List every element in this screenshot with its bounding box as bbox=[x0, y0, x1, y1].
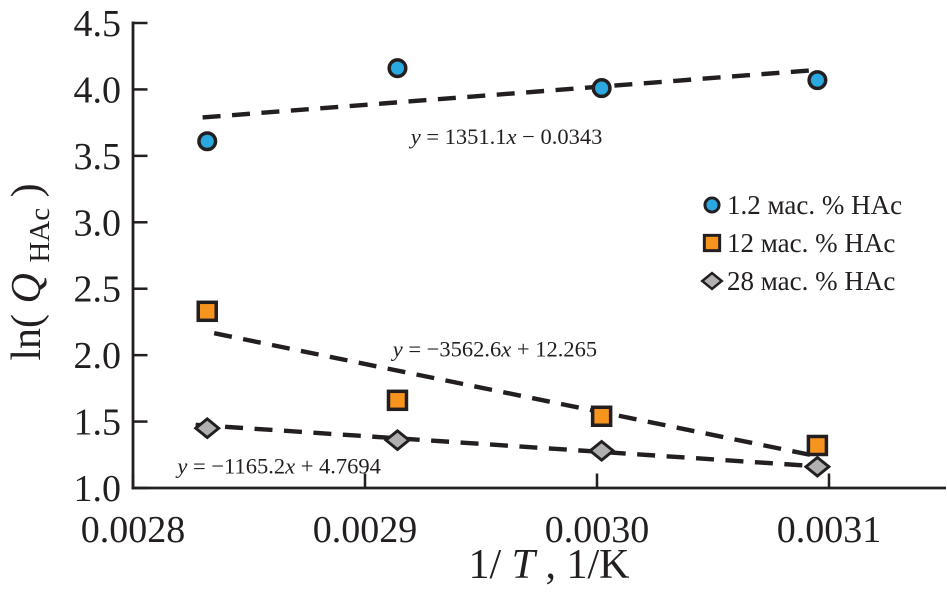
data-point-diamond bbox=[803, 455, 832, 478]
y-tick-label: 4.0 bbox=[74, 69, 122, 111]
x-axis-title-post: , 1/K bbox=[546, 542, 630, 588]
legend-marker-square-icon bbox=[702, 233, 722, 253]
x-axis-title-pre: 1/ bbox=[468, 542, 501, 588]
data-point-square bbox=[806, 434, 829, 457]
data-points bbox=[193, 58, 832, 478]
equation-label-0: y = 1351.1x − 0.0343 bbox=[409, 124, 603, 149]
axes: 1.0 1.5 2.0 2.5 3.0 3.5 4.0 4.5 0.0028 0.0029 0.00… bbox=[74, 3, 946, 551]
equation-part: y bbox=[391, 336, 403, 361]
x-tick-label: 0.0030 bbox=[545, 509, 650, 551]
legend-label: 1.2 мас. % HAc bbox=[727, 190, 902, 220]
data-point-diamond bbox=[587, 439, 616, 462]
y-axis-title-pre: ln( bbox=[4, 314, 50, 361]
y-tick-label: 1.0 bbox=[74, 468, 122, 510]
trend-line-1 bbox=[213, 331, 811, 458]
x-tick-label: 0.0031 bbox=[777, 509, 882, 551]
y-tick-label: 4.5 bbox=[74, 3, 122, 45]
equation-part: y bbox=[175, 453, 187, 478]
legend-marker-diamond-icon bbox=[700, 271, 724, 291]
x-axis-title-var: T bbox=[512, 542, 538, 588]
y-tick-label: 3.0 bbox=[74, 202, 122, 244]
data-point-diamond bbox=[383, 429, 412, 452]
legend: 1.2 мас. % HAc 12 мас. % HAc 28 мас. % HAc bbox=[700, 190, 902, 296]
y-tick-label: 3.5 bbox=[74, 136, 122, 178]
equation-label-1: y = −3562.6x + 12.265 bbox=[391, 336, 597, 361]
x-tick-label: 0.0029 bbox=[313, 509, 418, 551]
trend-line-2 bbox=[195, 422, 813, 469]
y-axis-title-post: ) bbox=[4, 183, 50, 197]
y-tick-label: 1.5 bbox=[74, 402, 122, 444]
y-axis-title-var: Q bbox=[4, 273, 50, 303]
data-point-square bbox=[386, 389, 409, 412]
legend-item: 28 мас. % HAc bbox=[700, 266, 895, 296]
equation-part: + 4.7694 bbox=[295, 453, 381, 478]
equation-part: + 12.265 bbox=[511, 336, 597, 361]
x-tick-label: 0.0028 bbox=[81, 509, 186, 551]
y-tick-label: 2.0 bbox=[74, 335, 122, 377]
equation-label-2: y = −1165.2x + 4.7694 bbox=[175, 453, 381, 478]
equation-part: = −3562.6 bbox=[403, 336, 502, 361]
data-point-square bbox=[196, 300, 218, 323]
equation-part: − 0.0343 bbox=[517, 124, 603, 149]
legend-item: 12 мас. % HAc bbox=[702, 228, 895, 258]
data-point-circle bbox=[807, 70, 828, 91]
data-point-circle bbox=[387, 58, 408, 79]
y-axis-title-sub: HAc bbox=[24, 208, 56, 263]
equation-part: = −1165.2 bbox=[187, 453, 285, 478]
data-point-circle bbox=[197, 131, 218, 152]
data-point-circle bbox=[591, 78, 612, 99]
equation-part: x bbox=[500, 336, 511, 361]
equation-part: x bbox=[506, 124, 517, 149]
equation-part: = 1351.1 bbox=[421, 124, 507, 149]
trend-line-0 bbox=[202, 67, 820, 120]
data-point-diamond bbox=[193, 417, 222, 440]
y-axis-title: ln( Q HAc ) bbox=[4, 183, 59, 360]
legend-label: 12 мас. % HAc bbox=[727, 228, 895, 258]
equation-part: y bbox=[409, 124, 421, 149]
trend-lines bbox=[195, 67, 820, 469]
legend-item: 1.2 мас. % HAc bbox=[703, 190, 902, 220]
legend-label: 28 мас. % HAc bbox=[727, 266, 895, 296]
legend-marker-circle-icon bbox=[703, 196, 721, 214]
x-axis-title: 1/ T , 1/K bbox=[468, 542, 629, 588]
equation-part: x bbox=[284, 453, 295, 478]
data-point-square bbox=[590, 405, 613, 428]
y-tick-label: 2.5 bbox=[74, 269, 122, 311]
